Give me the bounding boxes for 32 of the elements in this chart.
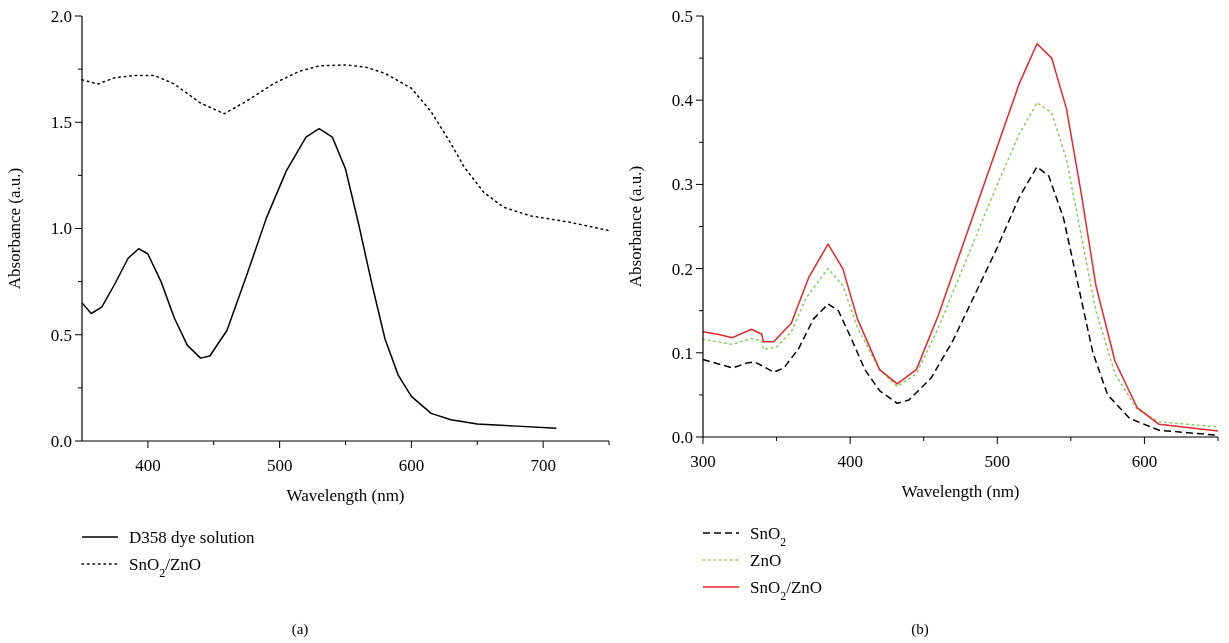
x-tick-label: 500 xyxy=(266,456,293,475)
x-tick-label: 500 xyxy=(984,452,1011,471)
y-tick-label: 2.0 xyxy=(50,6,72,26)
legend-label: ZnO xyxy=(750,550,782,570)
legend-label: D358 dye solution xyxy=(129,527,256,547)
legend-label: SnO$_{2}$ xyxy=(750,523,787,549)
y-tick-label: 0.1 xyxy=(671,343,693,363)
y-tick-label: 1.5 xyxy=(50,113,72,133)
x-axis-title: Wavelength (nm) xyxy=(901,482,1020,501)
x-tick-label: 600 xyxy=(398,456,425,475)
x-tick-label: 600 xyxy=(1131,452,1158,471)
line-series xyxy=(702,101,1219,428)
x-tick-label: 300 xyxy=(690,452,716,471)
y-tick-label: 0.0 xyxy=(671,427,693,447)
legend-label: SnO$_{2}$/ZnO xyxy=(129,554,202,580)
y-tick-label: 0.0 xyxy=(50,431,72,451)
x-tick-label: 400 xyxy=(135,456,161,475)
y-axis-title: Absorbance (a.u.) xyxy=(5,167,24,290)
text: (a) xyxy=(291,621,309,638)
y-tick-label: 0.3 xyxy=(671,175,693,195)
y-tick-label: 0.4 xyxy=(671,91,694,111)
y-axis-title: Absorbance (a.u.) xyxy=(626,165,645,288)
line-series xyxy=(702,43,1219,432)
y-tick-label: 0.5 xyxy=(671,6,693,26)
x-tick-label: 400 xyxy=(837,452,863,471)
y-tick-label: 0.2 xyxy=(671,259,693,279)
y-tick-label: 1.0 xyxy=(50,219,72,239)
text: (b) xyxy=(911,621,929,638)
x-axis-title: Wavelength (nm) xyxy=(286,486,405,505)
y-tick-label: 0.5 xyxy=(50,325,72,345)
x-tick-label: 700 xyxy=(530,456,556,475)
legend-label: SnO$_{2}$/ZnO xyxy=(750,577,823,603)
